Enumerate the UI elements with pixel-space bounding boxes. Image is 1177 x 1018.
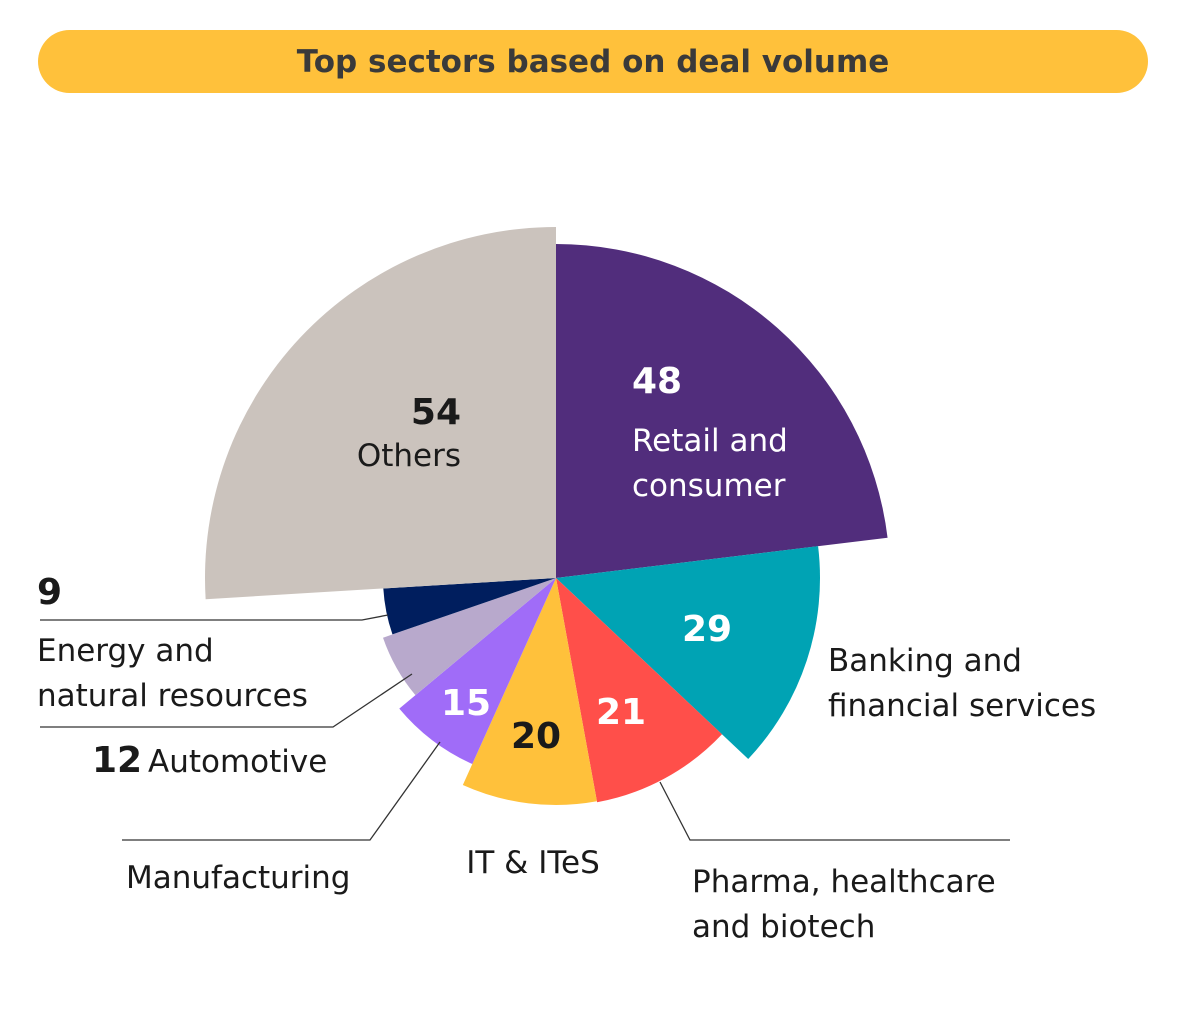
value-label-banking: 29 xyxy=(682,609,732,650)
slice-label-banking-2: financial services xyxy=(828,688,1096,724)
slice-retail-and xyxy=(556,244,888,578)
slice-label-energy-1: Energy and xyxy=(37,633,214,669)
slice-label-automotive: Automotive xyxy=(148,744,327,780)
slice-automotive xyxy=(383,578,556,696)
slice-label-it: IT & ITeS xyxy=(466,845,600,881)
slice-label-energy-2: natural resources xyxy=(37,678,308,714)
leader-line-pharma xyxy=(659,781,1010,841)
chart-title: Top sectors based on deal volume xyxy=(38,30,1148,93)
slice-manufacturing xyxy=(399,578,556,765)
value-label-it: 20 xyxy=(511,716,561,757)
leader-line-manufacturing xyxy=(122,741,441,841)
slice-label-retail-1: Retail and xyxy=(632,423,788,459)
slice-label-manufacturing: Manufacturing xyxy=(126,860,350,896)
slice-banking-and xyxy=(556,546,820,759)
leader-line-energy xyxy=(40,614,389,621)
slice-energy-and xyxy=(383,578,556,635)
slice-label-pharma-1: Pharma, healthcare xyxy=(692,864,996,900)
slice-pharma-healthcare xyxy=(556,578,723,803)
value-label-others: 54 xyxy=(411,392,461,433)
leader-line-automotive xyxy=(40,673,413,728)
slice-label-banking-1: Banking and xyxy=(828,643,1022,679)
slice-others xyxy=(205,227,556,600)
value-label-automotive: 12 xyxy=(92,740,142,781)
slice-label-others: Others xyxy=(357,438,461,474)
slice-label-pharma-2: and biotech xyxy=(692,909,875,945)
value-label-pharma: 21 xyxy=(596,692,646,733)
slice-it-ites xyxy=(462,578,597,805)
value-label-energy: 9 xyxy=(37,572,62,613)
slice-label-retail-2: consumer xyxy=(632,468,786,504)
value-label-manufacturing: 15 xyxy=(441,683,491,724)
value-label-retail: 48 xyxy=(632,361,682,402)
